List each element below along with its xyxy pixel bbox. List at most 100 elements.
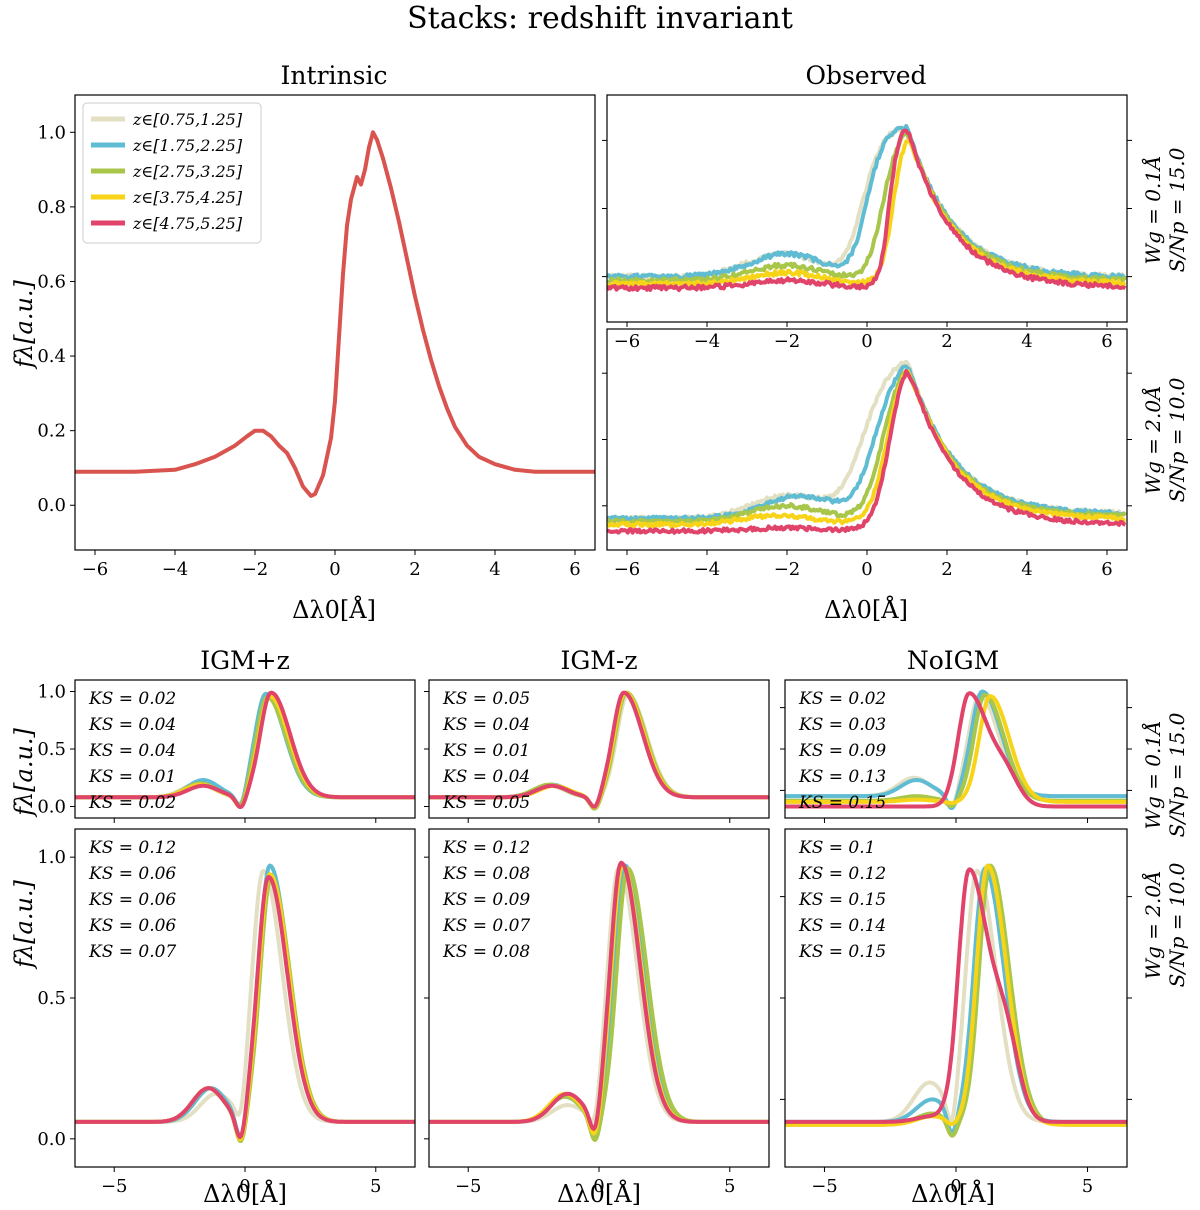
series-line-1 [75,130,595,498]
series-group [429,860,769,1142]
ks-annotation: KS = 0.15 [798,890,886,910]
series-line-5 [429,690,769,809]
y-tick-label: 0.8 [37,197,66,218]
ks-annotation: KS = 0.1 [798,838,875,858]
x-tick-label: −6 [82,559,109,580]
y-tick-label: 1.0 [37,682,66,703]
panel-noigm-bottom: −5 0 5 KS = 0.1 KS = 0.12 KS = 0.15 KS = 0.14 K… [780,828,1132,1197]
x-tick-label: −2 [242,559,269,580]
ks-annotation: KS = 0.04 [88,715,176,735]
x-tick-label: 0 [861,331,872,352]
ks-annotation: KS = 0.15 [798,942,886,962]
ks-annotation: KS = 0.05 [442,689,530,709]
ks-annotation: KS = 0.13 [798,767,886,787]
ks-annotation: KS = 0.04 [442,715,530,735]
series-line-2 [607,123,1127,281]
series-line-3 [607,369,1127,526]
ks-annotation: KS = 0.04 [88,741,176,761]
y-tick-label: 1.0 [37,847,66,868]
ks-annotation: KS = 0.07 [442,916,530,936]
series-line-5 [429,860,769,1131]
ks-annotation: KS = 0.06 [88,864,176,884]
x-tick-label: 5 [370,1176,381,1197]
x-tick-label: −5 [455,1176,482,1197]
x-tick-label: −2 [774,331,801,352]
ks-annotation: KS = 0.12 [442,838,530,858]
y-tick-label: 0.0 [37,797,66,818]
row2-sn-label: S/Np = 10.0 [1165,377,1189,502]
series-group [607,123,1127,293]
panel-igm-plus-bottom: −5 0 5 0.0 0.5 1.0 KS = 0.12 KS = 0.06 KS = 0.06… [37,828,416,1197]
series-line-4 [785,863,1127,1127]
row3-wg-label: Wg = 0.1Å [1140,720,1165,829]
ks-annotation: KS = 0.02 [88,793,176,813]
x-tick-label: 0 [950,1176,961,1197]
panel-igm-minus-top: KS = 0.05 KS = 0.04 KS = 0.01 KS = 0.04 KS =… [424,679,770,823]
panel-noigm-top: KS = 0.02 KS = 0.03 KS = 0.09 KS = 0.13 KS =… [780,679,1132,823]
panel-observed-bottom: −6 −4 −2 0 2 4 6 [602,328,1132,580]
series-group [75,690,415,810]
y-tick-label: 0.6 [37,271,66,292]
ks-annotation: KS = 0.09 [798,741,886,761]
legend-entry: z∈[0.75,1.25] [132,110,243,129]
x-tick-label: 0 [861,559,872,580]
panel-igm-plus-top: 0.0 0.5 1.0 KS = 0.02 KS = 0.04 KS = 0.04 KS =… [37,679,416,823]
y-tick-label: 1.0 [37,122,66,143]
legend-box [82,102,262,244]
ylabel-intrinsic: fλ[a.u.] [10,279,38,369]
panel-observed-top: −6 −4 −2 0 2 4 6 [602,94,1132,352]
igm-plus-title: IGM+z [200,646,290,675]
series-line-4 [607,368,1126,529]
series-group [75,130,595,498]
y-tick-label: 0.5 [37,739,66,760]
ks-annotation: KS = 0.09 [442,890,530,910]
series-line-5 [785,691,1127,809]
legend-entry: z∈[3.75,4.25] [132,188,243,207]
x-tick-label: −4 [694,331,721,352]
y-tick-label: 0.4 [37,346,66,367]
x-tick-label: 4 [489,559,500,580]
legend-entry: z∈[1.75,2.25] [132,136,243,155]
panel-intrinsic: −6 −4 −2 0 2 4 6 0.0 0.2 0.4 0.6 0.8 1.0 z∈[0.75,1.25… [37,94,596,580]
legend: z∈[0.75,1.25] z∈[1.75,2.25] z∈[2.75,3.25] z… [82,102,262,244]
x-tick-label: −5 [101,1176,128,1197]
ks-annotation: KS = 0.12 [798,864,886,884]
ks-annotation: KS = 0.12 [88,838,176,858]
row1-wg-label: Wg = 0.1Å [1140,155,1165,264]
x-tick-label: 6 [569,559,580,580]
x-tick-label: 2 [941,559,952,580]
series-line-5 [785,867,1127,1124]
row1-sn-label: S/Np = 15.0 [1165,147,1189,272]
ks-annotation: KS = 0.02 [798,689,886,709]
series-group [785,689,1127,810]
xlabel-igm-minus: Δλ0[Å] [557,1179,641,1208]
row4-wg-label: Wg = 2.0Å [1140,870,1165,979]
ks-annotation: KS = 0.15 [798,793,886,813]
ks-annotation: KS = 0.07 [88,942,176,962]
x-tick-label: −2 [774,559,801,580]
ks-annotation: KS = 0.04 [442,767,530,787]
x-tick-label: −4 [162,559,189,580]
series-line-3 [607,130,1127,285]
x-tick-label: 5 [1082,1176,1093,1197]
y-tick-label: 0.0 [37,495,66,516]
series-line-5 [75,874,415,1140]
igm-minus-title: IGM-z [560,646,637,675]
figure-title: Stacks: redshift invariant [407,1,793,36]
y-tick-label: 0.2 [37,421,66,442]
series-line-5 [607,128,1127,293]
x-tick-label: −6 [614,559,641,580]
xlabel-igm-plus: Δλ0[Å] [203,1179,287,1208]
x-tick-label: 6 [1101,559,1112,580]
ks-annotation: KS = 0.14 [798,916,886,936]
x-tick-label: 5 [724,1176,735,1197]
row3-sn-label: S/Np = 15.0 [1165,712,1189,837]
ks-annotation: KS = 0.02 [88,689,176,709]
x-tick-label: 2 [941,331,952,352]
series-line-4 [785,694,1127,805]
series-line-5 [607,369,1127,535]
series-line-2 [607,364,1127,523]
row2-wg-label: Wg = 2.0Å [1140,385,1165,494]
x-tick-label: −6 [614,331,641,352]
intrinsic-title: Intrinsic [281,61,388,90]
